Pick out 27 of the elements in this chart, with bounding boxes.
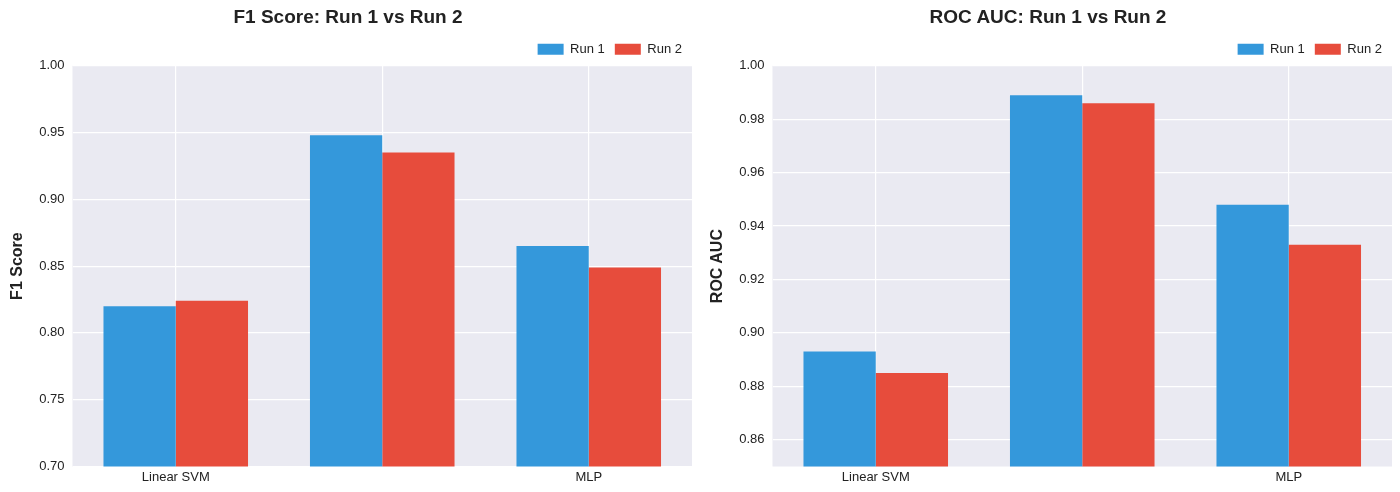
y-tick-label: 0.75 <box>39 391 65 407</box>
y-tick-label: 0.95 <box>39 124 65 140</box>
legend-label: Run 1 <box>1270 40 1305 56</box>
y-tick-label: 0.96 <box>739 164 765 180</box>
y-tick-label: 0.90 <box>39 190 65 206</box>
y-axis-title: ROC AUC <box>708 228 726 304</box>
y-tick-label: 0.94 <box>739 217 765 233</box>
y-tick-label: 0.85 <box>39 257 65 273</box>
y-axis-title: F1 Score <box>8 232 26 300</box>
chart-title: ROC AUC: Run 1 vs Run 2 <box>929 5 1167 27</box>
y-tick-label: 1.00 <box>39 57 65 73</box>
x-tick-label: MLP <box>1275 468 1303 484</box>
legend-label: Run 1 <box>570 40 605 56</box>
y-tick-label: 0.98 <box>739 110 765 126</box>
x-tick-label: Linear SVM <box>841 468 910 484</box>
y-tick-label: 0.86 <box>739 431 765 447</box>
chart-title: F1 Score: Run 1 vs Run 2 <box>233 5 463 27</box>
y-tick-label: 1.00 <box>739 57 765 73</box>
y-tick-label: 0.80 <box>39 324 65 340</box>
y-tick-label: 0.88 <box>739 377 765 393</box>
x-tick-label: MLP <box>575 468 603 484</box>
y-tick-label: 0.92 <box>739 271 765 287</box>
y-tick-label: 0.70 <box>39 457 65 473</box>
y-tick-label: 0.90 <box>739 324 765 340</box>
legend-label: Run 2 <box>647 40 683 56</box>
legend-label: Run 2 <box>1347 40 1383 56</box>
x-tick-label: Linear SVM <box>141 468 210 484</box>
